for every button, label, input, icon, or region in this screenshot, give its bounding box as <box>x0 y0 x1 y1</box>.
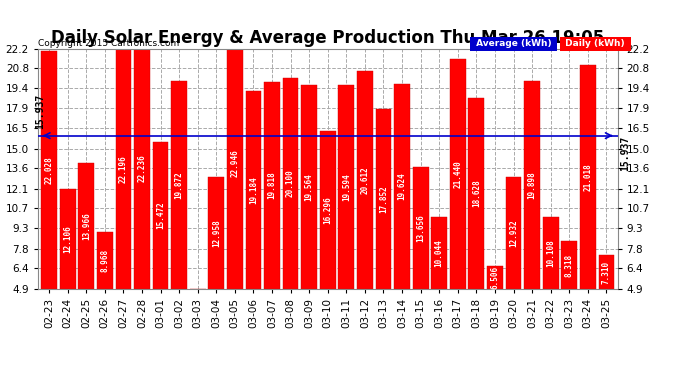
Bar <box>580 65 595 289</box>
Text: 20.100: 20.100 <box>286 170 295 197</box>
Text: 8.318: 8.318 <box>564 254 574 277</box>
Bar <box>450 59 466 289</box>
Text: 19.818: 19.818 <box>268 171 277 199</box>
Text: 19.564: 19.564 <box>305 173 314 201</box>
Bar <box>152 142 168 289</box>
Text: 21.018: 21.018 <box>583 163 592 191</box>
Bar <box>208 177 224 289</box>
Bar <box>543 216 559 289</box>
Bar <box>469 98 484 289</box>
Text: 13.966: 13.966 <box>81 212 91 240</box>
Text: 12.932: 12.932 <box>509 219 518 247</box>
Text: 20.612: 20.612 <box>360 166 369 194</box>
Bar <box>394 84 410 289</box>
Bar <box>227 38 243 289</box>
Text: 19.184: 19.184 <box>249 176 258 204</box>
Bar <box>338 85 354 289</box>
Text: 19.898: 19.898 <box>528 171 537 199</box>
Text: 15.937: 15.937 <box>620 136 631 171</box>
Text: 17.852: 17.852 <box>379 185 388 213</box>
Bar <box>264 82 280 289</box>
Text: 13.656: 13.656 <box>416 214 425 242</box>
Bar <box>115 49 131 289</box>
Bar <box>134 48 150 289</box>
Text: 22.028: 22.028 <box>45 156 54 184</box>
Bar <box>562 242 577 289</box>
Text: 22.196: 22.196 <box>119 155 128 183</box>
Text: 10.044: 10.044 <box>435 239 444 267</box>
Text: Average (kWh): Average (kWh) <box>473 39 554 48</box>
Bar <box>598 255 614 289</box>
Text: 7.310: 7.310 <box>602 261 611 284</box>
Text: 15.937: 15.937 <box>34 93 45 129</box>
Bar <box>41 51 57 289</box>
Bar <box>302 86 317 289</box>
Text: 12.958: 12.958 <box>212 219 221 247</box>
Text: 12.106: 12.106 <box>63 225 72 253</box>
Bar <box>171 81 187 289</box>
Text: 22.946: 22.946 <box>230 150 239 177</box>
Bar <box>506 177 522 289</box>
Bar <box>97 232 112 289</box>
Text: 19.594: 19.594 <box>342 173 351 201</box>
Bar <box>79 163 94 289</box>
Bar <box>375 109 391 289</box>
Text: 8.968: 8.968 <box>100 249 109 272</box>
Bar <box>283 78 299 289</box>
Text: Copyright 2015 Cartronics.com: Copyright 2015 Cartronics.com <box>38 39 179 48</box>
Bar <box>431 217 447 289</box>
Bar <box>357 71 373 289</box>
Text: 19.624: 19.624 <box>397 173 406 201</box>
Bar <box>320 130 335 289</box>
Bar <box>524 81 540 289</box>
Bar <box>413 167 428 289</box>
Text: 19.872: 19.872 <box>175 171 184 199</box>
Text: 18.628: 18.628 <box>472 180 481 207</box>
Text: 10.108: 10.108 <box>546 239 555 267</box>
Bar <box>60 189 76 289</box>
Text: Daily (kWh): Daily (kWh) <box>562 39 628 48</box>
Title: Daily Solar Energy & Average Production Thu Mar 26 19:05: Daily Solar Energy & Average Production … <box>51 29 604 47</box>
Bar <box>487 267 503 289</box>
Text: 6.506: 6.506 <box>491 266 500 289</box>
Text: 15.472: 15.472 <box>156 201 165 229</box>
Text: 22.236: 22.236 <box>137 154 146 182</box>
Bar <box>246 91 262 289</box>
Text: 16.296: 16.296 <box>323 196 333 223</box>
Text: 21.440: 21.440 <box>453 160 462 188</box>
